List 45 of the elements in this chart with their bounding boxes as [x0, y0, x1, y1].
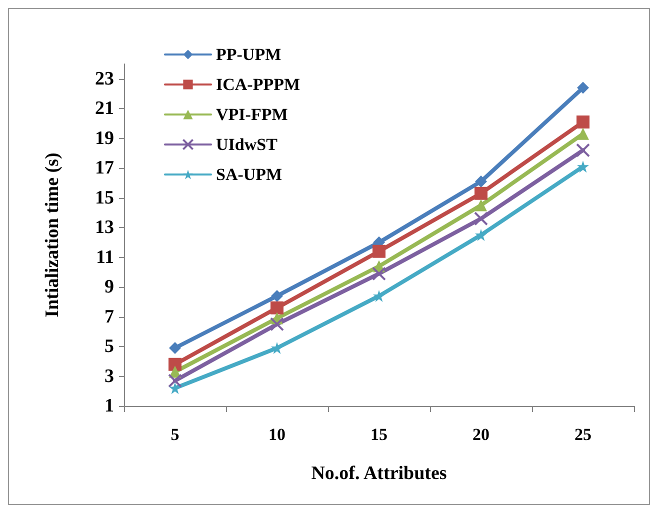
legend-label: VPI-FPM	[216, 105, 288, 124]
legend-label: SA-UPM	[216, 165, 282, 184]
x-tick-label: 5	[170, 425, 180, 444]
point	[576, 143, 590, 158]
y-tick-label: 19	[95, 128, 114, 149]
y-tick-label: 7	[104, 306, 114, 328]
y-tick-label: 5	[104, 336, 114, 358]
point	[474, 186, 488, 200]
point	[169, 382, 181, 394]
point	[373, 290, 385, 302]
point	[576, 115, 590, 128]
x-tick-label: 20	[472, 425, 490, 444]
y-tick-label: 11	[96, 246, 114, 268]
y-tick-label: 3	[104, 366, 114, 387]
point	[168, 358, 182, 371]
point	[271, 290, 283, 302]
legend-label: UIdwST	[216, 135, 278, 154]
y-tick-label: 1	[104, 396, 114, 416]
x-tick-label: 25	[574, 425, 592, 444]
point	[577, 82, 589, 94]
x-tick-label: 10	[268, 425, 286, 444]
point	[372, 244, 386, 258]
point	[474, 212, 488, 226]
point	[169, 342, 181, 354]
point	[475, 199, 487, 212]
y-tick-label: 23	[95, 68, 114, 90]
point	[475, 175, 487, 188]
point	[372, 266, 386, 281]
point	[271, 342, 283, 354]
point	[270, 317, 284, 332]
x-tick-label: 15	[370, 425, 388, 444]
y-tick-label: 13	[95, 217, 114, 238]
y-tick-label: 21	[95, 98, 114, 120]
y-tick-label: 15	[95, 187, 114, 208]
legend-label: ICA-PPPM	[216, 75, 300, 94]
y-tick-label: 9	[104, 276, 114, 298]
y-axis-title: Intialization time (s)	[42, 152, 63, 318]
point	[168, 374, 182, 388]
legend-label: PP-UPM	[216, 45, 282, 64]
point	[475, 229, 487, 241]
point	[270, 301, 284, 314]
point	[577, 160, 589, 173]
x-axis-title: No.of. Attributes	[311, 463, 447, 484]
y-tick-label: 17	[95, 158, 114, 179]
point	[577, 128, 589, 140]
